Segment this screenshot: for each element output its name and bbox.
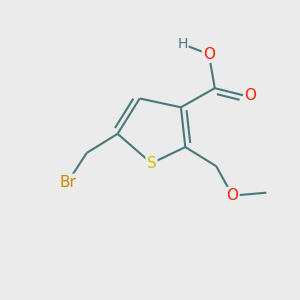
- Text: O: O: [226, 188, 238, 203]
- Text: O: O: [244, 88, 256, 103]
- Text: H: H: [177, 37, 188, 51]
- Text: O: O: [203, 47, 215, 62]
- Text: S: S: [147, 156, 156, 171]
- Text: Br: Br: [59, 175, 76, 190]
